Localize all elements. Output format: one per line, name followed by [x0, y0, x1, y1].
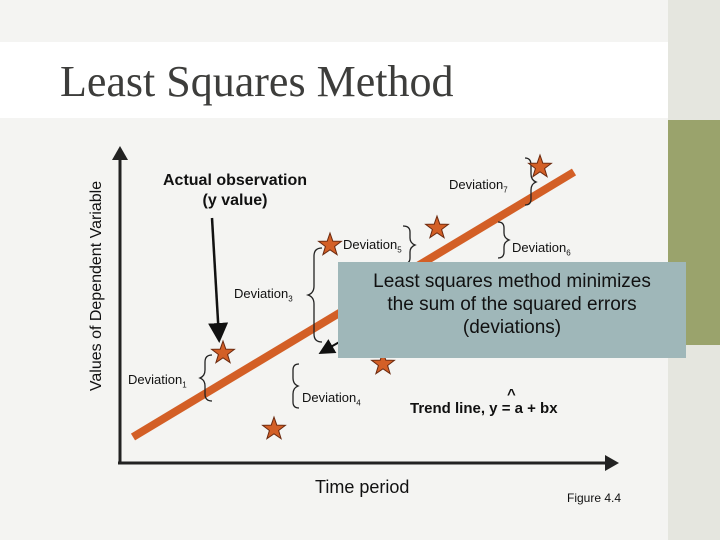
- deviation-label-4: Deviation4: [302, 390, 361, 408]
- deviation-word: Deviation: [128, 372, 183, 387]
- deviation-word: Deviation: [343, 237, 398, 252]
- x-axis-arrowhead: [605, 455, 619, 471]
- deviation-subscript: 1: [182, 380, 187, 390]
- brace-icon: [305, 247, 323, 343]
- deviation-subscript: 4: [356, 398, 361, 408]
- deviation-label-5: Deviation5: [343, 237, 402, 255]
- callout-line2: the sum of the squared errors: [387, 294, 637, 315]
- deviation-subscript: 3: [288, 294, 293, 304]
- callout-line1: Least squares method minimizes: [373, 271, 651, 292]
- brace-icon: [198, 354, 213, 402]
- brace-icon: [292, 363, 300, 409]
- star-icon: [425, 215, 449, 239]
- observation-arrow: [208, 217, 229, 343]
- x-axis-label: Time period: [315, 477, 410, 497]
- deviation-word: Deviation: [512, 240, 567, 255]
- star-icon: [262, 416, 286, 440]
- least-squares-callout: Least squares method minimizes the sum o…: [338, 262, 686, 358]
- observation-label-line1: Actual observation: [162, 172, 308, 189]
- deviation-subscript: 5: [397, 245, 402, 255]
- trend-line-hat: ^: [507, 386, 516, 403]
- deviation-word: Deviation: [302, 390, 357, 405]
- deviation-label-1: Deviation1: [128, 372, 187, 390]
- callout-line3: (deviations): [462, 317, 562, 338]
- observation-label: Actual observation (y value): [150, 171, 320, 211]
- deviation-label-6: Deviation6: [512, 240, 571, 258]
- star-icon: [211, 340, 235, 364]
- figure-label: Figure 4.4: [567, 491, 622, 505]
- brace-icon: [497, 221, 511, 259]
- brace-icon: [402, 225, 417, 265]
- brace-icon: [524, 157, 538, 206]
- deviation-word: Deviation: [449, 177, 504, 192]
- observation-label-line2: (y value): [202, 192, 268, 209]
- star-icon: [318, 232, 342, 256]
- y-axis-label: Values of Dependent Variable: [88, 180, 105, 392]
- deviation-subscript: 7: [503, 185, 508, 195]
- title-band: [0, 42, 668, 118]
- deviation-label-7: Deviation7: [449, 177, 508, 195]
- y-axis-arrowhead: [112, 146, 128, 160]
- deviation-subscript: 6: [566, 248, 571, 258]
- slide-title: Least Squares Method: [60, 57, 454, 106]
- trend-line-label: Trend line, y = a + bx: [410, 400, 558, 417]
- deviation-word: Deviation: [234, 286, 289, 301]
- deviation-label-3: Deviation3: [234, 286, 293, 304]
- star-icon: [528, 154, 552, 178]
